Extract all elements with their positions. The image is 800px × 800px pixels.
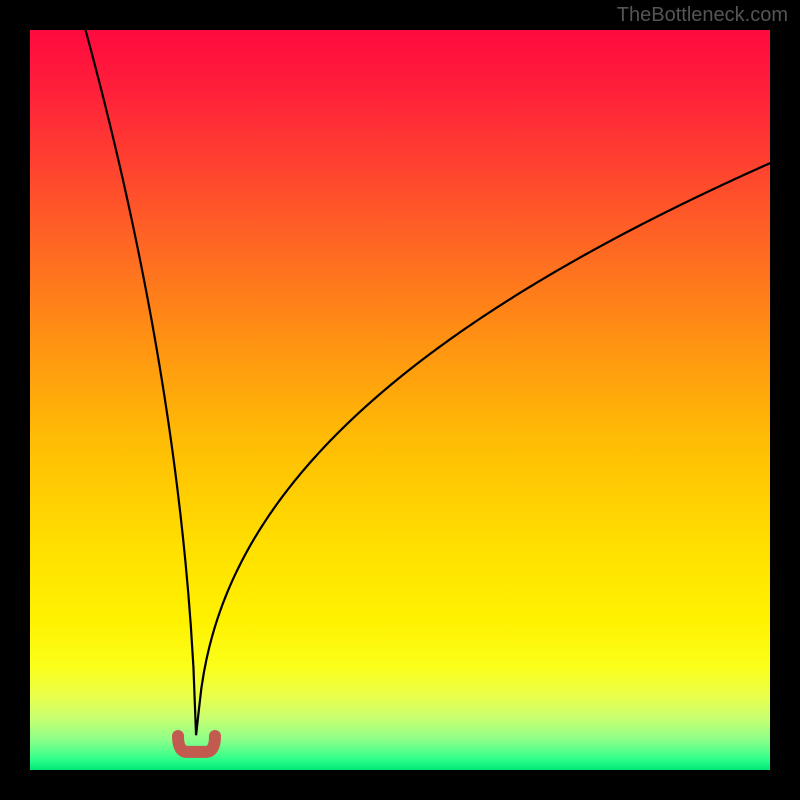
attribution-label: TheBottleneck.com xyxy=(617,4,788,27)
chart-container: TheBottleneck.com xyxy=(0,0,800,800)
plot-area xyxy=(30,30,770,770)
chart-svg xyxy=(30,30,770,770)
gradient-background xyxy=(30,30,770,770)
